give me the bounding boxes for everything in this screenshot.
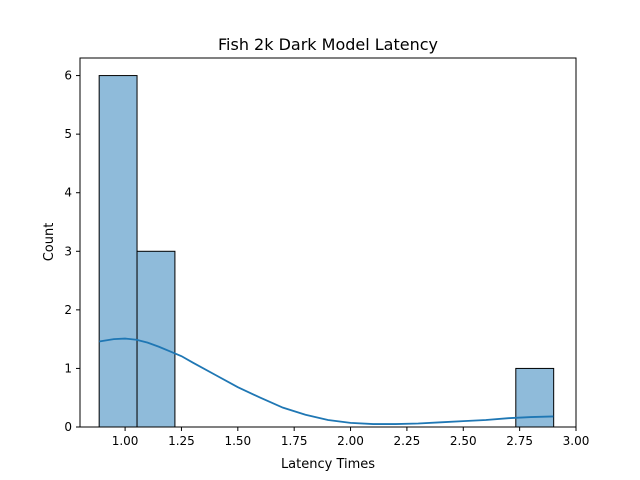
x-tick-label-5: 2.25 [394, 434, 421, 448]
y-tick-label-2: 2 [64, 303, 72, 317]
y-tick-label-3: 3 [64, 244, 72, 258]
x-tick-label-3: 1.75 [281, 434, 308, 448]
x-tick-label-2: 1.50 [224, 434, 251, 448]
x-tick-label-1: 1.25 [168, 434, 195, 448]
x-tick-label-8: 3.00 [563, 434, 590, 448]
y-tick-label-4: 4 [64, 186, 72, 200]
kde-line [99, 337, 554, 425]
x-tick-label-4: 2.00 [337, 434, 364, 448]
histogram-bar-0 [98, 75, 138, 428]
y-tick-label-1: 1 [64, 361, 72, 375]
y-tick-label-0: 0 [64, 420, 72, 434]
histogram-bar-1 [136, 250, 176, 428]
y-tick-label-5: 5 [64, 127, 72, 141]
x-tick-label-6: 2.50 [450, 434, 477, 448]
x-axis-label: Latency Times [281, 457, 375, 472]
y-axis-label: Count [42, 223, 57, 262]
plot-frame [79, 57, 577, 428]
x-tick-label-7: 2.75 [506, 434, 533, 448]
bars-group [98, 75, 555, 428]
x-tick-label-0: 1.00 [112, 434, 139, 448]
y-ticks: 0 1 2 3 4 5 6 [64, 69, 80, 434]
chart-title: Fish 2k Dark Model Latency [218, 35, 438, 54]
y-tick-label-6: 6 [64, 69, 72, 83]
x-ticks: 1.00 1.25 1.50 1.75 2.00 2.25 2.50 2.75 3.00 [112, 427, 590, 448]
